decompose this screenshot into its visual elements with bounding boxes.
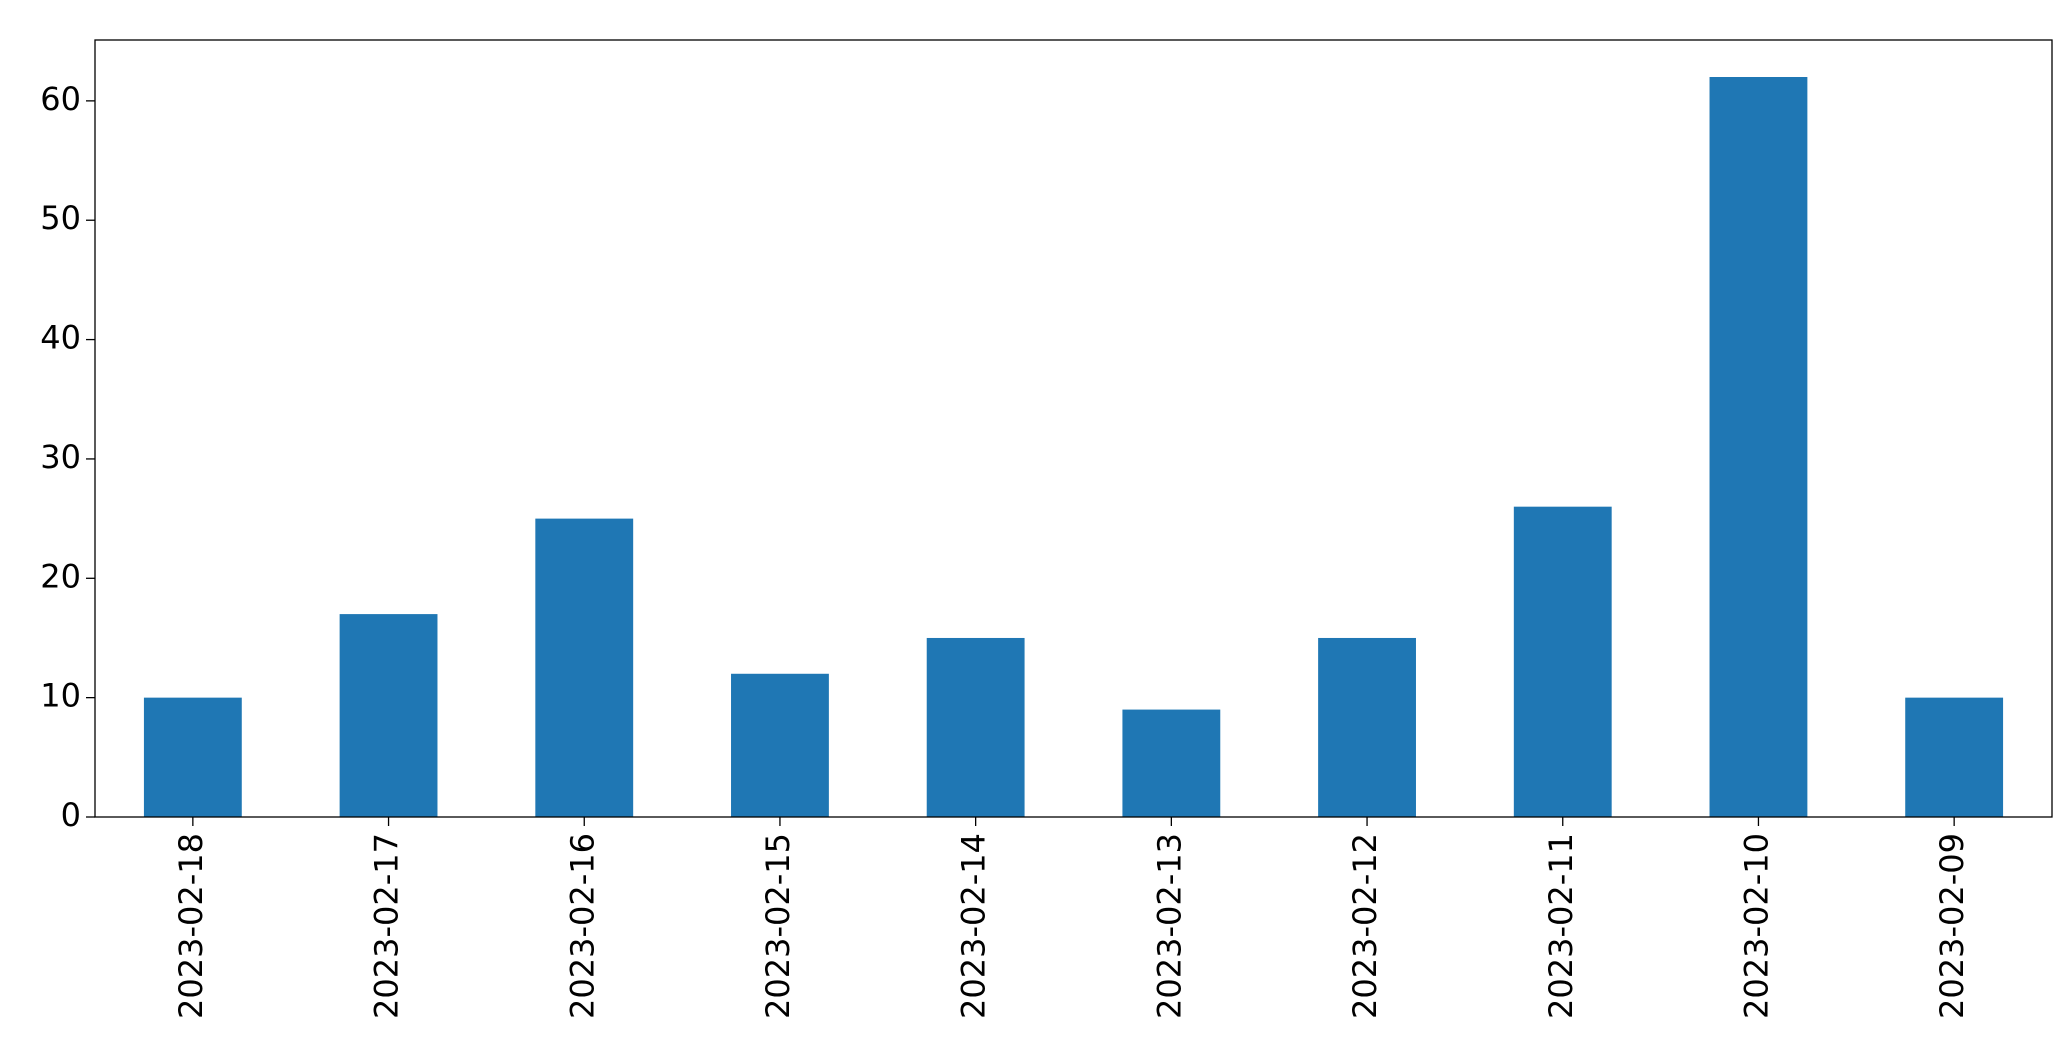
y-tick-label: 10 — [40, 677, 81, 715]
bar — [1513, 506, 1612, 817]
bar — [731, 673, 829, 817]
x-tick-label: 2023-02-11 — [1542, 833, 1580, 1019]
x-tick-label: 2023-02-10 — [1737, 833, 1775, 1019]
plot-frame — [94, 39, 2053, 818]
y-tick-label: 20 — [40, 557, 81, 595]
bar — [1905, 697, 2004, 817]
y-tick-label: 50 — [40, 199, 81, 237]
x-tick-label: 2023-02-12 — [1346, 833, 1384, 1019]
x-tick-label: 2023-02-13 — [1150, 833, 1188, 1019]
y-tick-label: 30 — [40, 438, 81, 476]
bar — [535, 518, 634, 817]
x-tick-label: 2023-02-16 — [563, 833, 601, 1019]
x-tick-label: 2023-02-18 — [172, 833, 210, 1019]
y-tick-label: 0 — [61, 796, 81, 834]
bar — [1709, 77, 1808, 817]
bar — [1318, 637, 1416, 817]
bar — [143, 697, 242, 817]
y-tick-label: 40 — [40, 319, 81, 357]
x-tick-label: 2023-02-15 — [759, 833, 797, 1019]
x-tick-label: 2023-02-09 — [1933, 833, 1971, 1019]
bar — [1122, 709, 1221, 817]
bar — [926, 637, 1025, 817]
bar — [339, 614, 438, 817]
x-tick-label: 2023-02-17 — [368, 833, 406, 1019]
y-tick-label: 60 — [40, 80, 81, 118]
x-tick-label: 2023-02-14 — [955, 833, 993, 1019]
